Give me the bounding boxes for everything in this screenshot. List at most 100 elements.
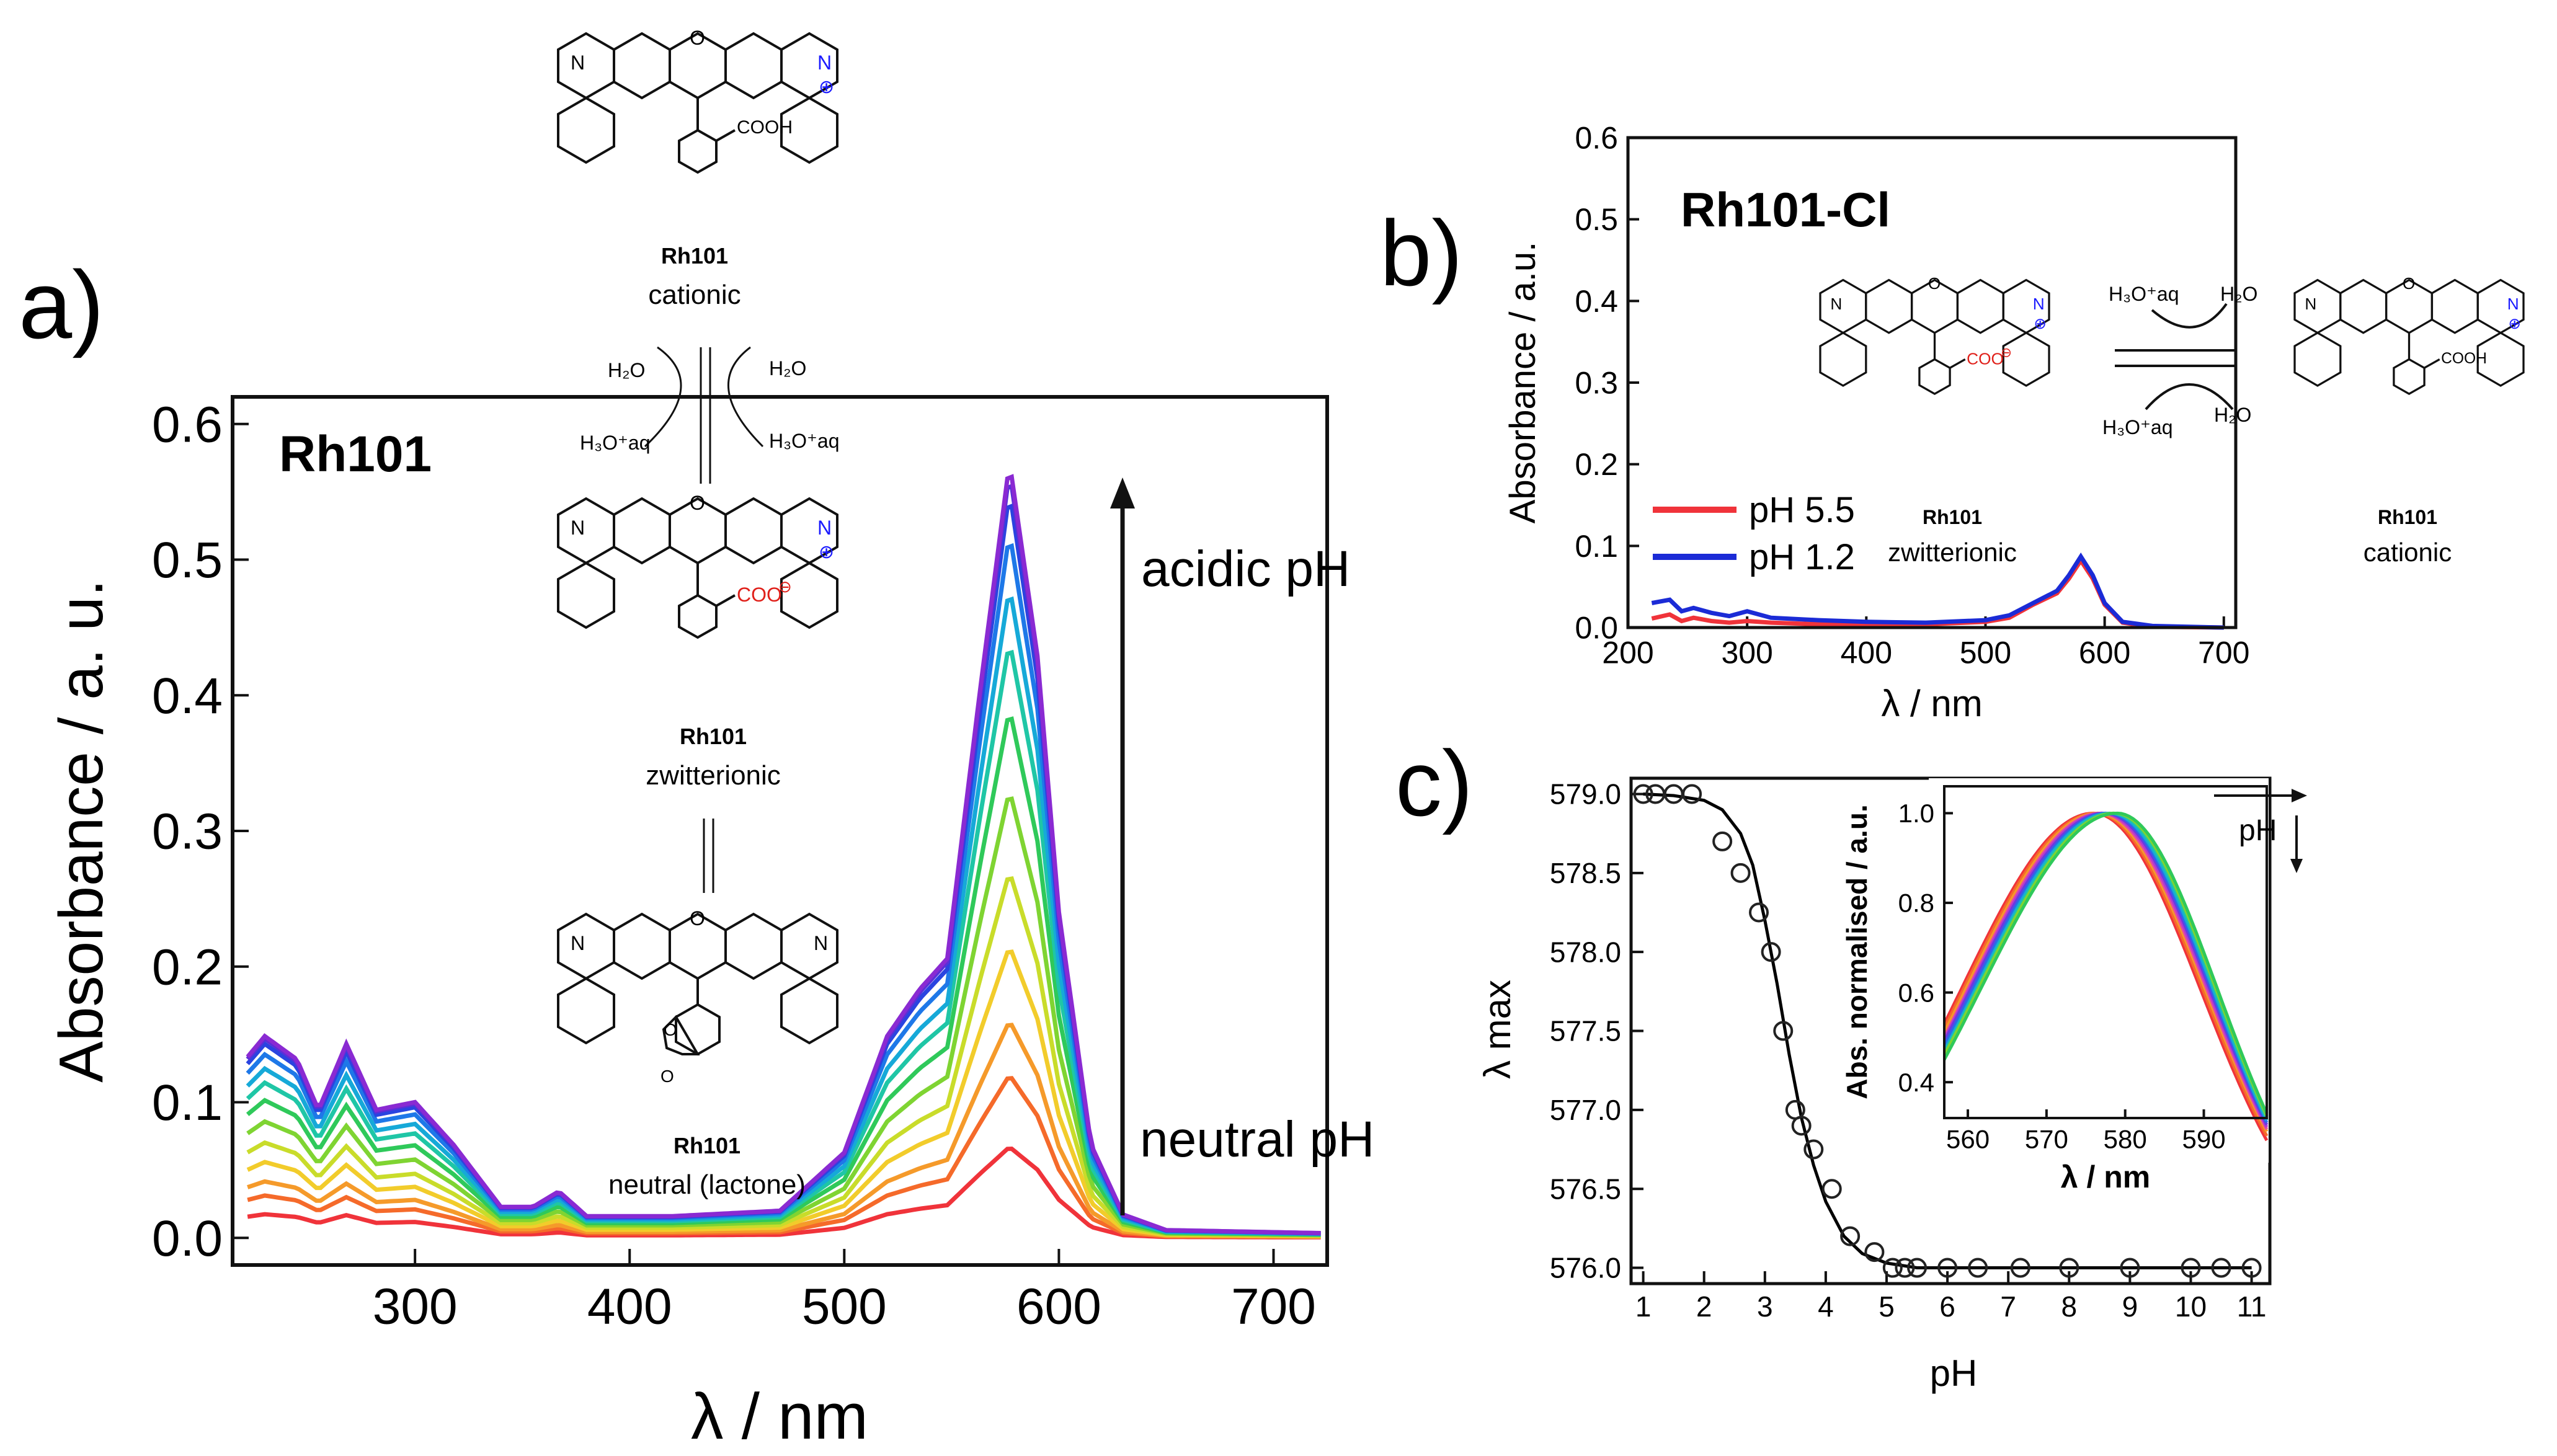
panel-b-ytick-label: 0.5 bbox=[1575, 202, 1618, 237]
panel-b-series-line-ph55 bbox=[1651, 556, 2224, 630]
eq-h3o-left: H₃O⁺aq bbox=[580, 432, 651, 454]
panel-b-xtick-label: 700 bbox=[2198, 636, 2249, 670]
panel-a-ytick-label: 0.5 bbox=[152, 532, 223, 588]
b-zwitter-coo: COO bbox=[1967, 350, 2004, 368]
panel-c-xtick-label: 6 bbox=[1939, 1290, 1955, 1323]
panel-c-xtick-label: 9 bbox=[2122, 1290, 2138, 1323]
b-zwitter-coo-charge: ⊖ bbox=[2001, 345, 2012, 360]
lactone-state: neutral (lactone) bbox=[608, 1170, 806, 1200]
panel-label-a: a) bbox=[19, 251, 104, 358]
panel-c-data-point bbox=[1937, 1258, 1958, 1278]
panel-c-data-point bbox=[1773, 1021, 1794, 1041]
svg-text:O: O bbox=[2403, 274, 2415, 293]
inset-xtick-label: 580 bbox=[2104, 1124, 2147, 1153]
panel-a-ytick-label: 0.2 bbox=[152, 939, 223, 995]
inset-series-line-11 bbox=[1942, 811, 2269, 1114]
rh101-cl-zwitterion-structure: N O N ⊕ COO ⊖ bbox=[1819, 274, 2050, 396]
inset-ytick-label: 0.8 bbox=[1898, 889, 1934, 918]
panel-c-xtick-label: 5 bbox=[1879, 1290, 1895, 1323]
svg-text:N: N bbox=[2033, 295, 2045, 313]
b-equilibrium-arrows bbox=[2115, 303, 2236, 411]
svg-text:O: O bbox=[660, 1067, 674, 1086]
panel-c-data-point bbox=[2181, 1258, 2201, 1278]
panel-a-ytick-label: 0.0 bbox=[152, 1210, 223, 1267]
panel-c-data-point bbox=[1682, 784, 1702, 804]
cationic-state: cationic bbox=[648, 280, 740, 310]
svg-text:O: O bbox=[690, 27, 705, 49]
inset-xtick-label: 570 bbox=[2025, 1124, 2068, 1153]
panel-label-c: c) bbox=[1395, 731, 1473, 835]
panel-c-data-point bbox=[1749, 902, 1769, 923]
panel-a-ytick-label: 0.6 bbox=[152, 396, 223, 453]
equilibrium-arrows-top bbox=[644, 346, 764, 484]
panel-c-ytick-label: 578.0 bbox=[1550, 936, 1621, 968]
panel-c-ytick-label: 579.0 bbox=[1550, 778, 1621, 810]
panel-b-ytick-label: 0.1 bbox=[1575, 529, 1618, 564]
panel-c-xtick-label: 1 bbox=[1635, 1290, 1652, 1323]
svg-text:N: N bbox=[2507, 295, 2519, 313]
panel-a-xtick-label: 700 bbox=[1231, 1278, 1316, 1334]
panel-a-ytick-label: 0.3 bbox=[152, 804, 223, 860]
inset-axes-frame bbox=[1943, 785, 2268, 1119]
svg-text:⊕: ⊕ bbox=[2034, 316, 2047, 332]
panel-c-data-point bbox=[2010, 1258, 2030, 1278]
panel-c-ytick-label: 578.5 bbox=[1550, 857, 1621, 889]
rh101-cationic-structure: N O N ⊕ COOH bbox=[557, 27, 838, 174]
panel-c-data-point bbox=[2059, 1258, 2079, 1278]
panel-a-xtick-label: 500 bbox=[802, 1278, 887, 1334]
panel-c-data-point bbox=[1882, 1258, 1903, 1278]
inset-ph-arrow-down-head bbox=[2290, 859, 2303, 873]
equilibrium-arrows-bottom bbox=[703, 819, 714, 893]
b-cation-cooh: COOH bbox=[2441, 350, 2487, 367]
zwitterionic-state: zwitterionic bbox=[646, 760, 781, 791]
panel-b-ytick-label: 0.4 bbox=[1575, 284, 1618, 319]
b-left-state: zwitterionic bbox=[1888, 538, 2017, 567]
rh101-zwitterionic-structure: N O N ⊕ COO ⊖ bbox=[557, 492, 838, 639]
svg-text:O: O bbox=[690, 492, 705, 514]
panel-c-data-point bbox=[1712, 831, 1733, 851]
svg-text:⊕: ⊕ bbox=[2508, 316, 2521, 332]
panel-b-ytick-label: 0.0 bbox=[1575, 611, 1618, 646]
b-bottom-left: H₃O⁺aq bbox=[2102, 416, 2173, 438]
zwitterionic-name: Rh101 bbox=[680, 724, 747, 749]
panel-c-data-point bbox=[1907, 1258, 1928, 1278]
panel-a-xtick-label: 400 bbox=[587, 1278, 672, 1334]
panel-b-absorbance-chart: 200 300 400 500 600 7000.00.10.20.30.40.50.6 … bbox=[1503, 121, 2525, 724]
panel-c-xtick-label: 10 bbox=[2175, 1290, 2207, 1323]
panel-b-xtick-label: 500 bbox=[1960, 636, 2011, 670]
svg-text:O: O bbox=[1928, 274, 1941, 293]
b-top-left: H₃O⁺aq bbox=[2109, 283, 2179, 305]
b-right-name: Rh101 bbox=[2378, 506, 2437, 528]
panel-c-lambda-max-chart: 1 2 3 4 5 6 7 8 9 10 11 576.0 576.5 577.0 577.5 578.0 57… bbox=[1477, 776, 2272, 1394]
legend-label-ph55: pH 5.5 bbox=[1749, 490, 1855, 530]
lactone-name: Rh101 bbox=[674, 1133, 740, 1158]
zwitter-coo: COO bbox=[737, 584, 782, 606]
panel-c-data-point bbox=[1968, 1258, 1988, 1278]
inset-xtick-label: 590 bbox=[2182, 1124, 2225, 1153]
inset-ytick-label: 1.0 bbox=[1898, 799, 1934, 828]
panel-b-title: Rh101-Cl bbox=[1681, 182, 1890, 237]
panel-c-data-point bbox=[1821, 1179, 1842, 1199]
svg-text:N: N bbox=[1830, 295, 1842, 313]
panel-c-ytick-label: 577.0 bbox=[1550, 1094, 1621, 1126]
panel-c-inset-chart: 560 570 580 590 0.4 0.6 0.8 1.0 λ / nm Abs. nor… bbox=[1841, 778, 2307, 1194]
legend-label-ph12: pH 1.2 bbox=[1749, 537, 1855, 577]
panel-c-data-point bbox=[2241, 1258, 2262, 1278]
panel-a-ytick-label: 0.1 bbox=[152, 1075, 223, 1131]
svg-text:N: N bbox=[571, 51, 585, 74]
panel-b-ytick-label: 0.2 bbox=[1575, 447, 1618, 482]
panel-c-fit-curve bbox=[1643, 792, 2252, 1269]
arrow-label-acidic: acidic pH bbox=[1141, 541, 1350, 597]
svg-text:N: N bbox=[571, 932, 585, 954]
panel-label-b: b) bbox=[1380, 201, 1462, 305]
panel-b-axes-frame bbox=[1626, 136, 2238, 629]
panel-c-data-point bbox=[1803, 1139, 1824, 1160]
b-right-state: cationic bbox=[2364, 538, 2452, 567]
inset-ylabel: Abs. normalised / a.u. bbox=[1841, 804, 1873, 1099]
inset-xtick-label: 560 bbox=[1946, 1124, 1990, 1153]
panel-c-xtick-label: 8 bbox=[2061, 1290, 2077, 1323]
panel-c-xtick-label: 4 bbox=[1818, 1290, 1834, 1323]
panel-c-xtick-label: 3 bbox=[1757, 1290, 1773, 1323]
panel-c-ytick-label: 576.0 bbox=[1550, 1252, 1621, 1284]
